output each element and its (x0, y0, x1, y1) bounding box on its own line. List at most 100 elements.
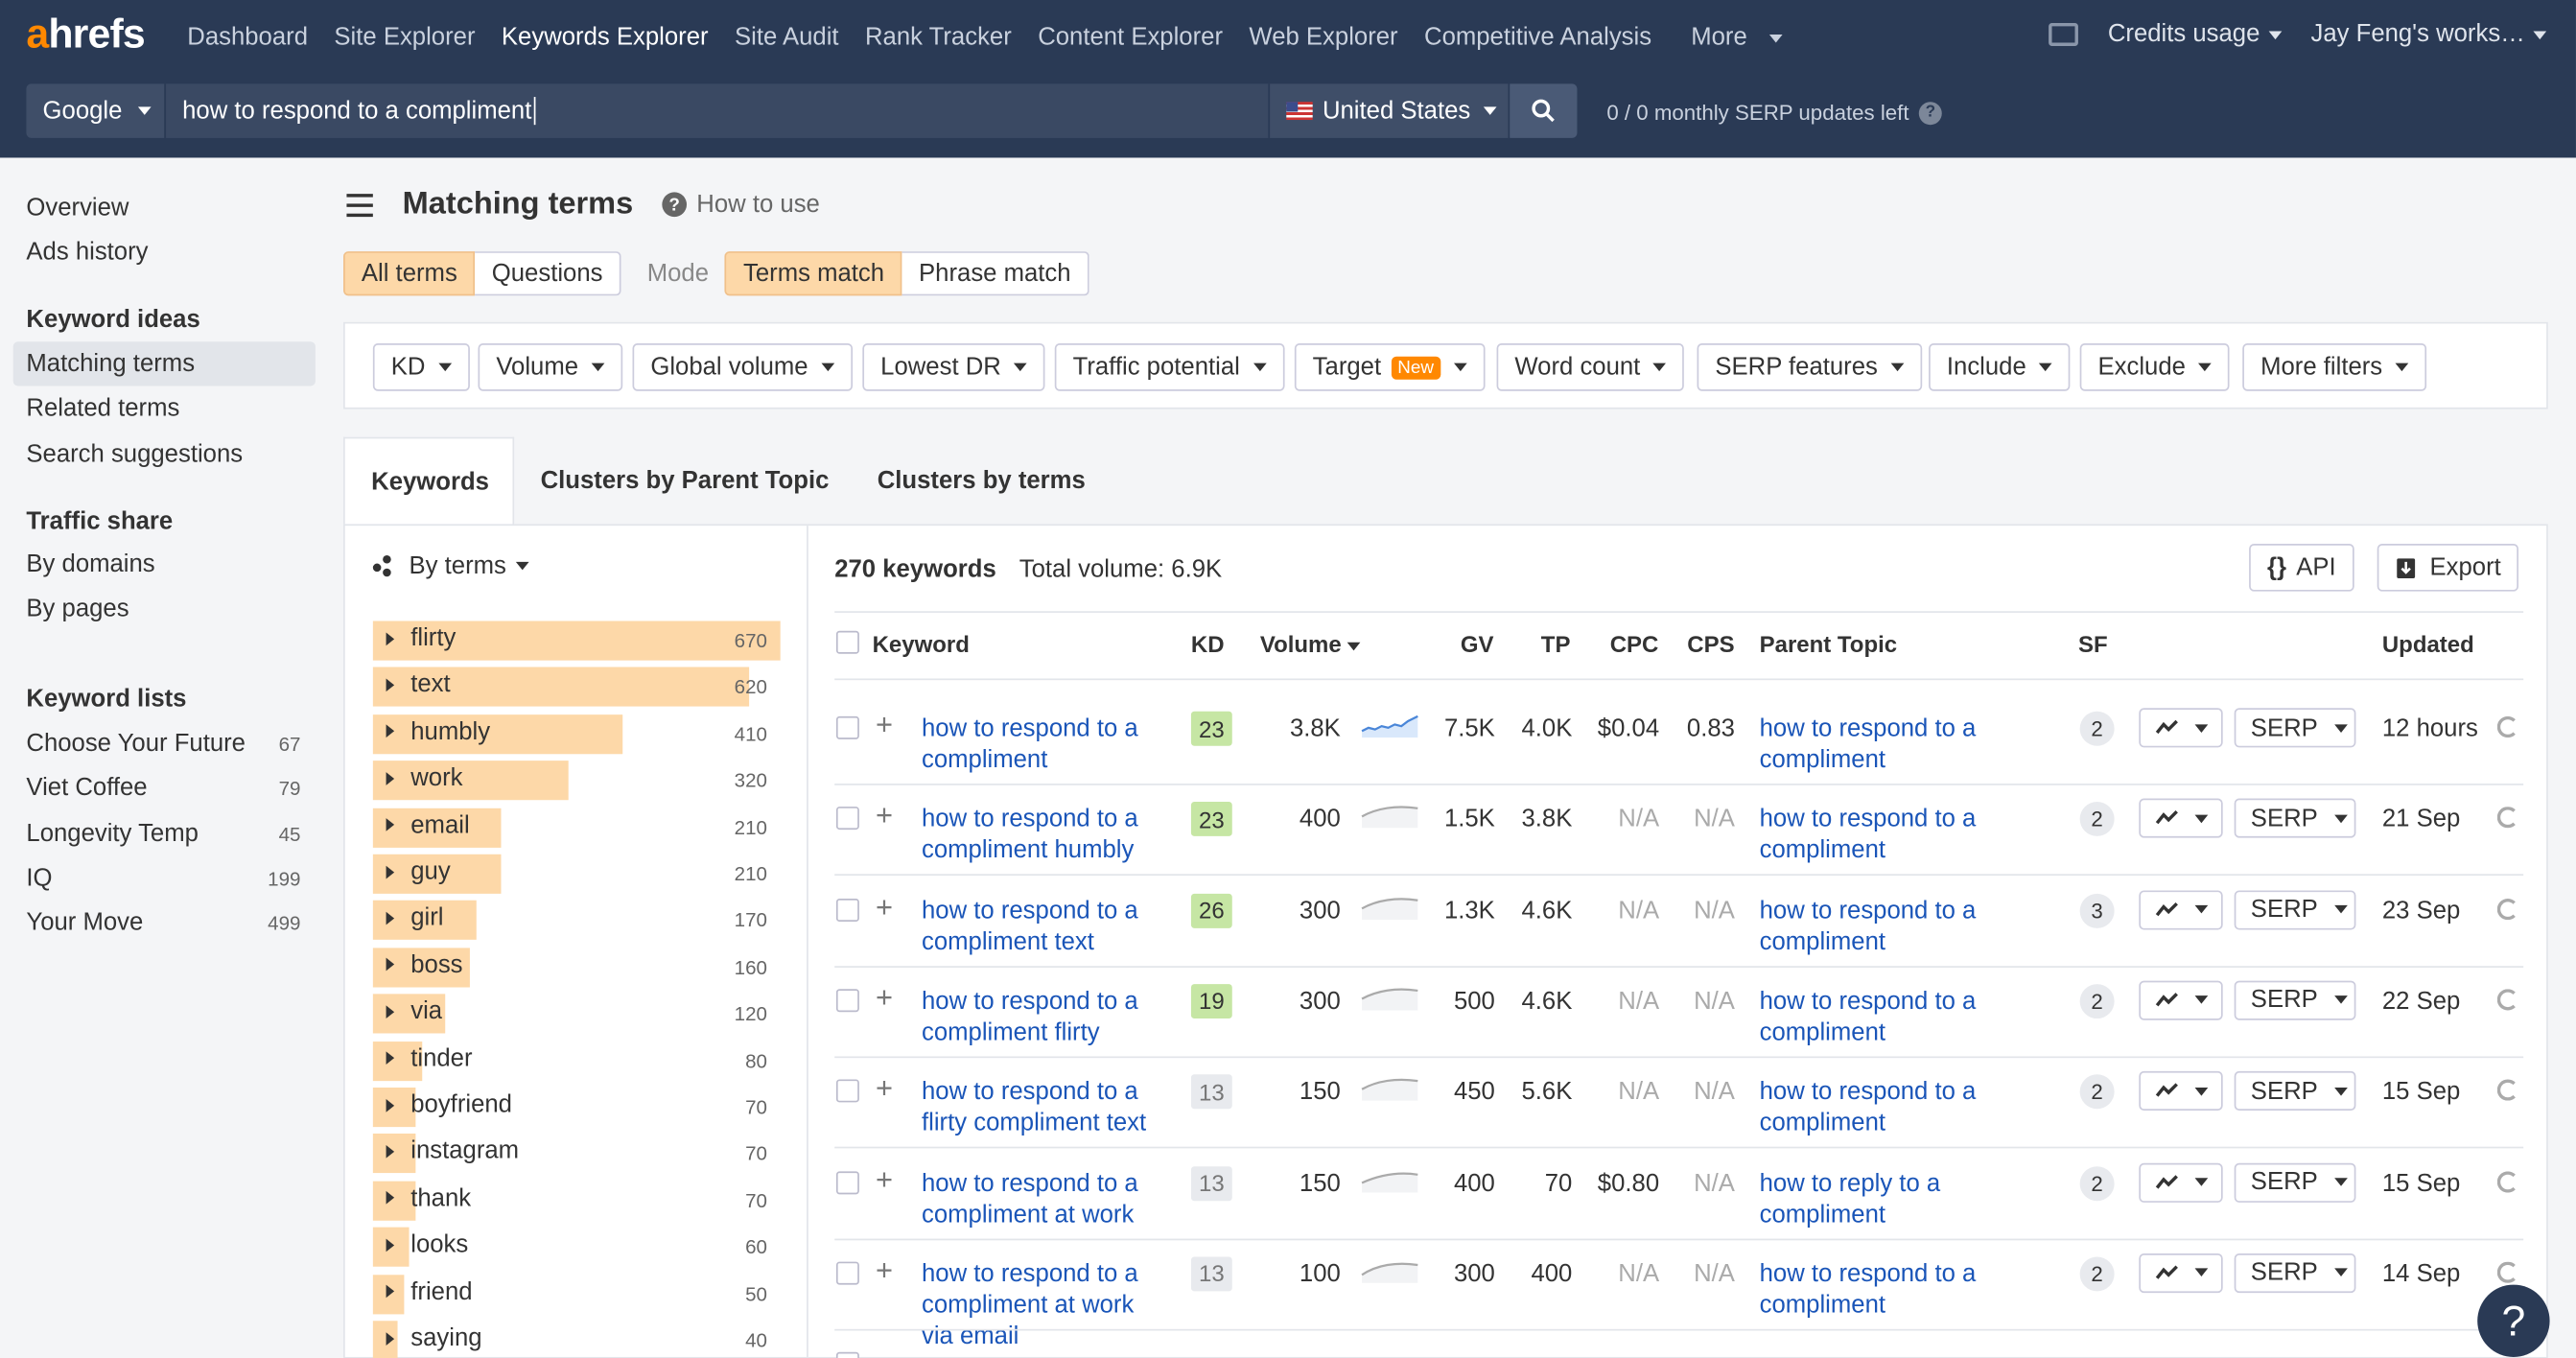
sidebar-item-ads-history[interactable]: Ads history (13, 230, 316, 274)
row-checkbox[interactable] (835, 715, 859, 739)
filter-traffic-potential[interactable]: Traffic potential (1054, 343, 1285, 391)
workspace-menu[interactable]: Jay Feng's works… (2310, 20, 2547, 48)
serp-dropdown[interactable]: SERP (2234, 799, 2356, 839)
api-button[interactable]: {} API (2249, 544, 2354, 592)
term-row[interactable]: instagram 70 (372, 1133, 781, 1176)
col-updated[interactable]: Updated (2381, 630, 2474, 658)
nav-keywords-explorer[interactable]: Keywords Explorer (501, 22, 709, 52)
serp-features-count[interactable]: 2 (2079, 1256, 2115, 1292)
expand-arrow-icon[interactable] (386, 631, 395, 645)
expand-arrow-icon[interactable] (386, 724, 395, 738)
serp-dropdown[interactable]: SERP (2234, 1253, 2356, 1293)
col-tp[interactable]: TP (1540, 630, 1571, 658)
parent-topic-link[interactable]: how to respond to a compliment (1759, 987, 1977, 1046)
serp-features-count[interactable]: 2 (2079, 983, 2115, 1018)
serp-dropdown[interactable]: SERP (2234, 1161, 2356, 1203)
search-engine-select[interactable]: Google (26, 83, 165, 138)
col-volume[interactable]: Volume (1260, 631, 1360, 657)
term-row[interactable]: friend 50 (372, 1273, 781, 1316)
filter-lowest-dr[interactable]: Lowest DR (862, 343, 1046, 391)
expand-arrow-icon[interactable] (386, 771, 395, 785)
keyword-link[interactable]: how to respond to a compliment humbly (921, 805, 1138, 865)
term-row[interactable]: email 210 (372, 806, 781, 849)
serp-dropdown[interactable]: SERP (2234, 708, 2356, 748)
sidebar-item-by-pages[interactable]: By pages (13, 587, 316, 631)
expand-arrow-icon[interactable] (386, 911, 395, 925)
trend-dropdown[interactable] (2139, 1071, 2223, 1112)
keyword-link[interactable]: how to respond to a compliment at work v… (921, 1259, 1138, 1350)
serp-features-count[interactable]: 2 (2079, 802, 2115, 837)
serp-features-count[interactable]: 2 (2079, 711, 2115, 746)
hamburger-menu-icon[interactable] (346, 194, 373, 223)
export-button[interactable]: Export (2377, 544, 2519, 592)
filter-volume[interactable]: Volume (478, 343, 623, 391)
keyword-link[interactable]: how to respond to a flirty compliment te… (921, 1078, 1147, 1137)
col-gv[interactable]: GV (1460, 630, 1494, 658)
expand-arrow-icon[interactable] (386, 1098, 395, 1112)
trend-dropdown[interactable] (2139, 980, 2223, 1020)
expand-arrow-icon[interactable] (386, 1191, 395, 1206)
trend-dropdown[interactable] (2139, 1161, 2223, 1203)
filter-exclude[interactable]: Exclude (2079, 343, 2231, 391)
term-row[interactable]: via 120 (372, 993, 781, 1036)
expand-arrow-icon[interactable] (386, 1331, 395, 1346)
row-checkbox[interactable] (835, 1079, 859, 1103)
filter-global-volume[interactable]: Global volume (632, 343, 853, 391)
refresh-icon[interactable] (2496, 807, 2519, 829)
how-to-use-link[interactable]: ? How to use (662, 191, 820, 219)
sidebar-item-list[interactable]: Viet Coffee 79 (13, 765, 316, 809)
col-cps[interactable]: CPS (1687, 630, 1735, 658)
expand-arrow-icon[interactable] (386, 678, 395, 691)
nav-site-audit[interactable]: Site Audit (734, 22, 839, 52)
term-row[interactable]: girl 170 (372, 900, 781, 943)
row-checkbox[interactable] (835, 898, 859, 922)
nav-rank-tracker[interactable]: Rank Tracker (864, 22, 1012, 52)
term-row[interactable]: humbly 410 (372, 713, 781, 756)
add-to-list-icon[interactable]: + (876, 889, 894, 924)
col-parent-topic[interactable]: Parent Topic (1759, 630, 1898, 658)
nav-competitive-analysis[interactable]: Competitive Analysis (1424, 22, 1652, 52)
nav-more[interactable]: More (1665, 23, 1795, 53)
keyword-link[interactable]: how to respond to a compliment text (921, 896, 1138, 956)
term-row[interactable]: boss 160 (372, 946, 781, 989)
tab-keywords[interactable]: Keywords (343, 436, 515, 525)
expand-arrow-icon[interactable] (386, 1051, 395, 1065)
tab-all-terms[interactable]: All terms (343, 251, 476, 296)
sidebar-item-list[interactable]: Your Move 499 (13, 901, 316, 945)
serp-features-count[interactable]: 2 (2079, 1165, 2115, 1201)
expand-arrow-icon[interactable] (386, 1004, 395, 1018)
add-to-list-icon[interactable]: + (876, 708, 894, 741)
expand-arrow-icon[interactable] (386, 1284, 395, 1299)
sidebar-item-related-terms[interactable]: Related terms (13, 386, 316, 431)
sidebar-item-matching-terms[interactable]: Matching terms (12, 341, 316, 386)
add-to-list-icon[interactable]: + (876, 799, 894, 832)
expand-arrow-icon[interactable] (386, 1144, 395, 1159)
search-button[interactable] (1510, 83, 1578, 138)
parent-topic-link[interactable]: how to respond to a compliment (1759, 1078, 1977, 1137)
refresh-icon[interactable] (2496, 1079, 2519, 1102)
add-to-list-icon[interactable]: + (876, 980, 894, 1014)
keyword-link[interactable]: how to respond to a compliment (921, 714, 1138, 774)
nav-web-explorer[interactable]: Web Explorer (1249, 22, 1398, 52)
refresh-icon[interactable] (2496, 1261, 2519, 1283)
parent-topic-link[interactable]: how to reply to a compliment (1759, 1168, 1941, 1229)
filter-word-count[interactable]: Word count (1496, 343, 1685, 391)
tab-clusters-parent-topic[interactable]: Clusters by Parent Topic (540, 466, 830, 495)
refresh-icon[interactable] (2496, 898, 2519, 920)
sidebar-item-list[interactable]: Choose Your Future 67 (13, 721, 316, 765)
filter-serp-features[interactable]: SERP features (1697, 343, 1923, 391)
sidebar-item-by-domains[interactable]: By domains (13, 542, 316, 586)
trend-dropdown[interactable] (2139, 708, 2223, 748)
row-checkbox[interactable] (835, 1261, 859, 1285)
question-icon[interactable]: ? (1918, 101, 1942, 125)
parent-topic-link[interactable]: how to respond to a compliment (1759, 896, 1977, 956)
country-select[interactable]: United States (1268, 83, 1509, 138)
keyword-search-input[interactable]: how to respond to a compliment (164, 83, 1269, 138)
parent-topic-link[interactable]: how to respond to a compliment (1759, 714, 1977, 774)
refresh-icon[interactable] (2496, 715, 2519, 738)
filter-include[interactable]: Include (1929, 343, 2072, 391)
sidebar-item-list[interactable]: Longevity Temp 45 (13, 811, 316, 855)
sidebar-item-list[interactable]: IQ 199 (13, 855, 316, 900)
nav-content-explorer[interactable]: Content Explorer (1038, 22, 1224, 52)
filter-target[interactable]: Target New (1294, 343, 1486, 391)
